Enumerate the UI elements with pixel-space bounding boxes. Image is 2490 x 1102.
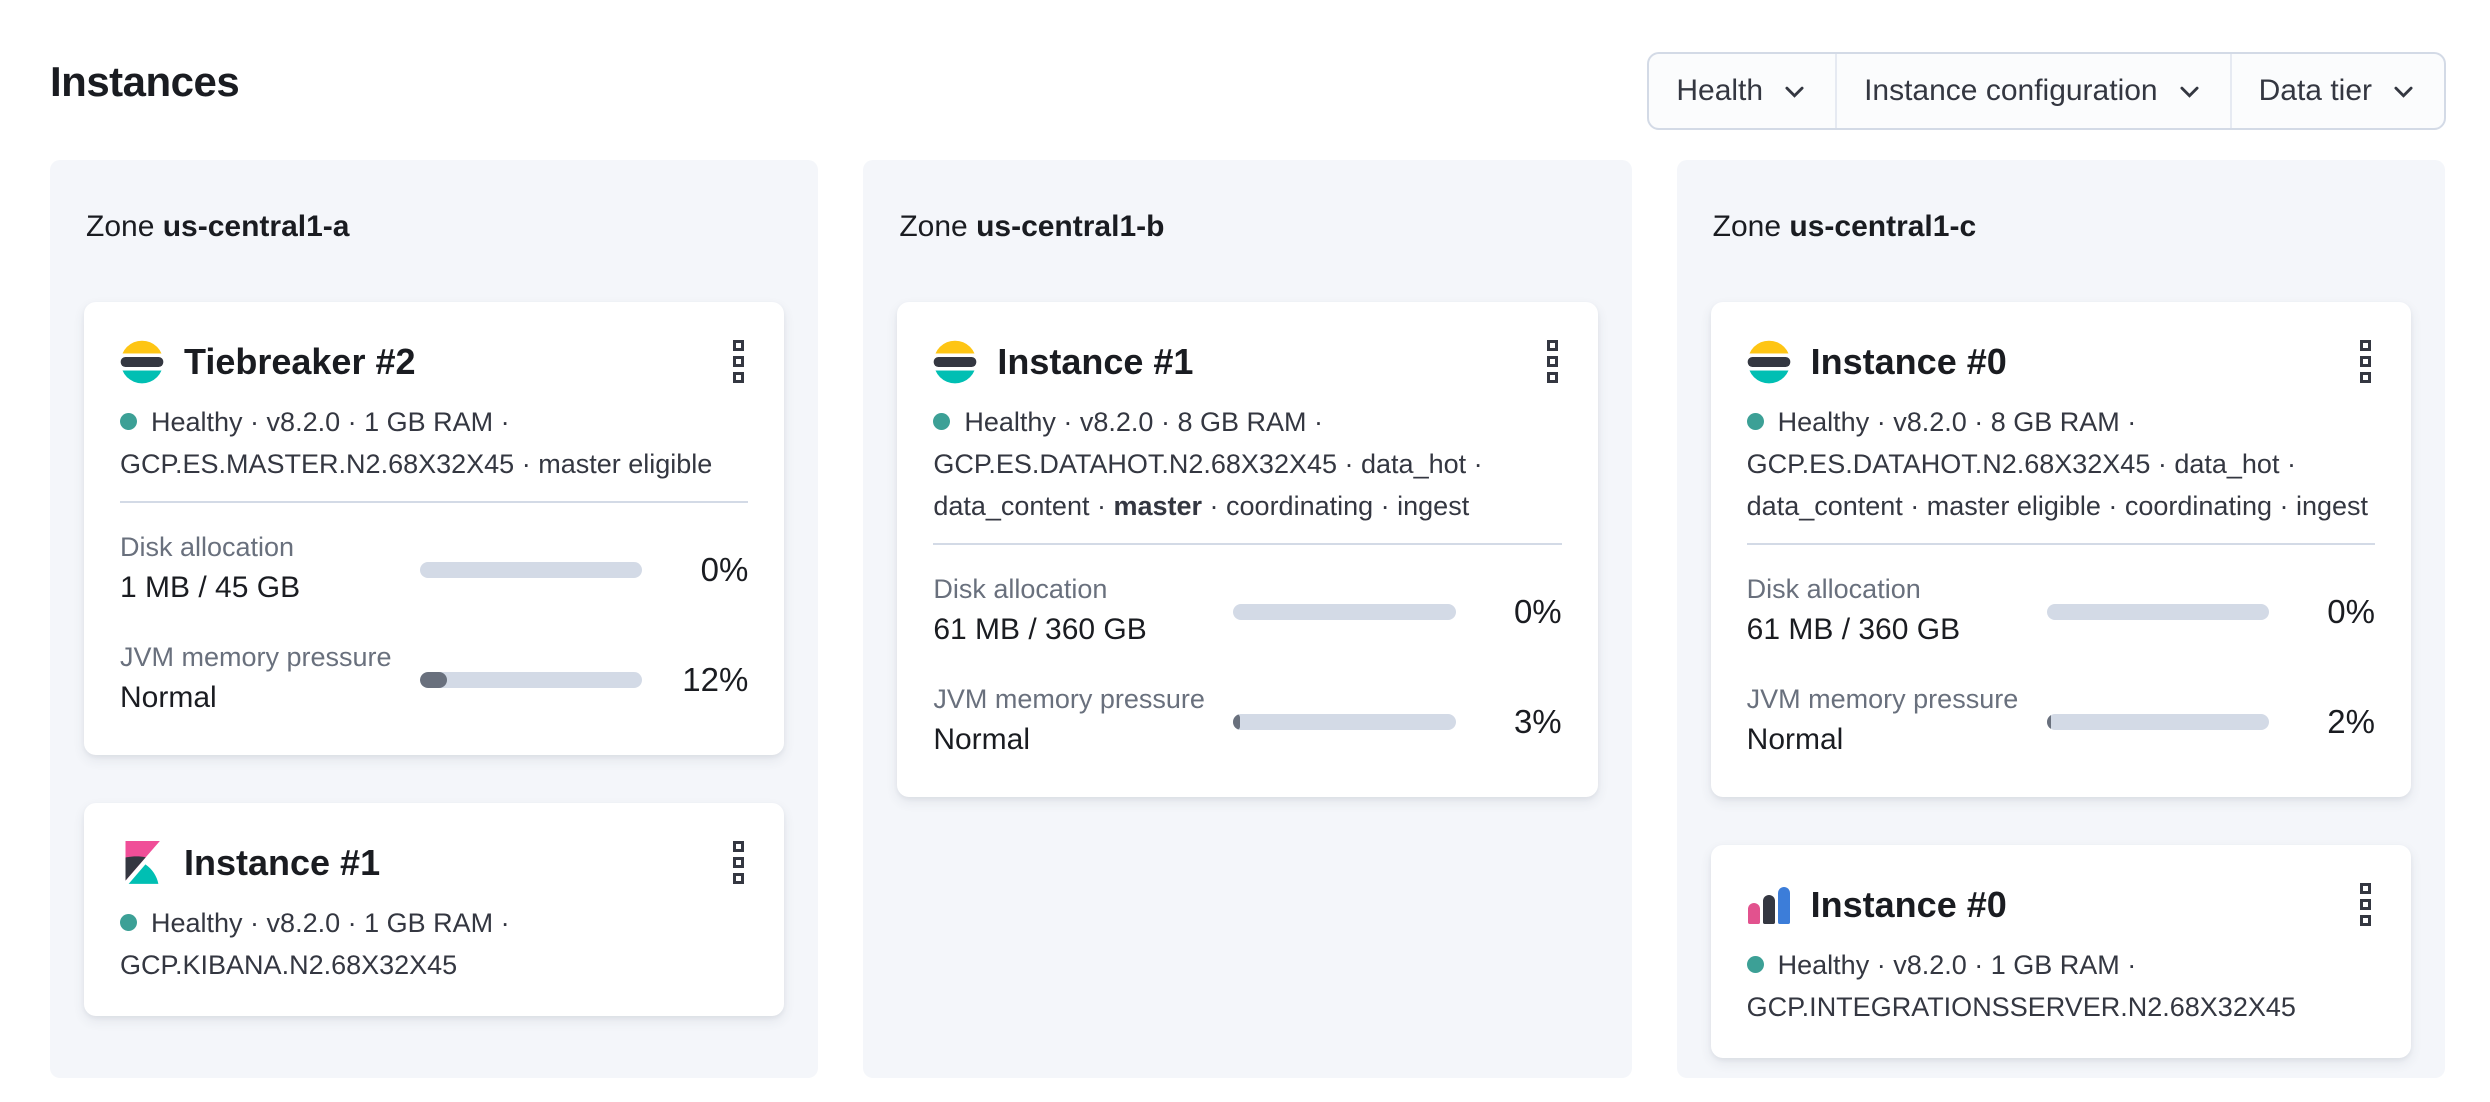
zone-label: Zone us-central1-b xyxy=(899,206,1597,248)
metric-value: 61 MB / 360 GB xyxy=(1746,613,1961,646)
chevron-down-icon xyxy=(2180,86,2199,97)
jvm-pressure-bar xyxy=(2046,714,2269,730)
health-dot xyxy=(1746,956,1764,973)
page-title: Instances xyxy=(50,58,240,105)
metric-percent: 12% xyxy=(682,661,749,698)
zone-label-prefix: Zone xyxy=(1712,210,1782,243)
card-divider xyxy=(120,501,749,503)
filter-health[interactable]: Health xyxy=(1649,54,1835,128)
instance-meta: Healthy · v8.2.0 · 8 GB RAM · GCP.ES.DAT… xyxy=(1746,407,2369,521)
metric-percent: 0% xyxy=(2327,593,2375,630)
zone-panel-us-central1-c: Zone us-central1-c Instance #0 Healthy ·… xyxy=(1676,160,2445,1078)
elasticsearch-logo-icon xyxy=(120,340,164,384)
disk-allocation-row: Disk allocation 61 MB / 360 GB 0% xyxy=(933,571,1561,653)
metric-label: JVM memory pressure xyxy=(120,642,392,672)
metric-percent: 0% xyxy=(700,551,749,588)
integrations-server-logo-icon xyxy=(1747,883,1791,927)
zones-row: Zone us-central1-a Tiebreaker #2 Healthy… xyxy=(50,160,2445,1078)
instance-card: Instance #0 Healthy · v8.2.0 · 1 GB RAM … xyxy=(1710,845,2411,1058)
disk-allocation-bar xyxy=(1233,604,1456,620)
health-dot xyxy=(120,914,137,931)
zone-name: us-central1-c xyxy=(1789,210,1977,243)
instance-title: Instance #0 xyxy=(1810,883,2007,925)
filter-data-tier[interactable]: Data tier xyxy=(2229,54,2444,128)
instance-card: Instance #0 Healthy · v8.2.0 · 8 GB RAM … xyxy=(1710,302,2411,797)
metric-label: JVM memory pressure xyxy=(1746,684,2019,714)
metric-bar-fill xyxy=(420,672,447,688)
chevron-down-icon xyxy=(1785,86,1804,97)
disk-allocation-row: Disk allocation 61 MB / 360 GB 0% xyxy=(1747,571,2375,653)
metric-percent: 3% xyxy=(1513,703,1562,740)
instance-title: Instance #1 xyxy=(997,340,1194,382)
filter-group: Health Instance configuration Data tier xyxy=(1647,52,2446,130)
instance-title: Instance #1 xyxy=(184,841,381,883)
elasticsearch-logo-icon xyxy=(933,340,977,384)
instance-card: Tiebreaker #2 Healthy · v8.2.0 · 1 GB RA… xyxy=(84,302,785,755)
instance-actions-button[interactable] xyxy=(2356,879,2375,930)
instance-actions-button[interactable] xyxy=(1543,336,1562,387)
zone-panel-us-central1-b: Zone us-central1-b Instance #1 Healthy ·… xyxy=(863,160,1632,1078)
zone-label: Zone us-central1-c xyxy=(1713,206,2411,248)
instance-card: Instance #1 Healthy · v8.2.0 · 1 GB RAM … xyxy=(84,803,785,1016)
jvm-pressure-bar xyxy=(420,672,643,688)
metric-label: JVM memory pressure xyxy=(933,684,1205,714)
card-divider xyxy=(933,543,1562,545)
zone-name: us-central1-b xyxy=(976,210,1165,243)
kibana-logo-icon xyxy=(125,840,160,884)
filter-instance-configuration[interactable]: Instance configuration xyxy=(1835,54,2230,128)
zone-label: Zone us-central1-a xyxy=(86,206,784,248)
zone-label-prefix: Zone xyxy=(86,210,155,243)
metric-bar-fill xyxy=(2046,714,2052,730)
metric-label: Disk allocation xyxy=(1746,574,1921,604)
instance-meta: Healthy · v8.2.0 · 8 GB RAM · GCP.ES.DAT… xyxy=(933,407,1483,521)
filter-data-tier-label: Data tier xyxy=(2258,74,2372,107)
metric-value: 1 MB / 45 GB xyxy=(120,571,301,604)
instance-title: Tiebreaker #2 xyxy=(184,340,416,382)
health-dot xyxy=(120,413,137,430)
filter-instance-configuration-label: Instance configuration xyxy=(1864,74,2158,107)
jvm-pressure-row: JVM memory pressure Normal 12% xyxy=(120,639,748,721)
metric-percent: 2% xyxy=(2327,703,2375,740)
filter-health-label: Health xyxy=(1676,74,1764,107)
instance-title: Instance #0 xyxy=(1810,340,2007,382)
health-dot xyxy=(1746,413,1764,430)
instance-actions-button[interactable] xyxy=(2356,336,2375,387)
zone-panel-us-central1-a: Zone us-central1-a Tiebreaker #2 Healthy… xyxy=(50,160,819,1078)
health-dot xyxy=(933,413,951,430)
metric-label: Disk allocation xyxy=(120,532,295,562)
elasticsearch-logo-icon xyxy=(1747,340,1791,384)
jvm-pressure-row: JVM memory pressure Normal 2% xyxy=(1747,681,2375,763)
metric-value: Normal xyxy=(1746,723,1844,756)
metric-value: Normal xyxy=(933,723,1031,756)
instance-card: Instance #1 Healthy · v8.2.0 · 8 GB RAM … xyxy=(897,302,1598,797)
chevron-down-icon xyxy=(2394,86,2413,97)
metric-label: Disk allocation xyxy=(933,574,1108,604)
disk-allocation-bar xyxy=(2046,604,2269,620)
card-divider xyxy=(1746,543,2375,545)
zone-label-prefix: Zone xyxy=(899,210,968,243)
jvm-pressure-row: JVM memory pressure Normal 3% xyxy=(933,681,1561,763)
metric-value: Normal xyxy=(120,681,217,714)
instance-meta: Healthy · v8.2.0 · 1 GB RAM · GCP.KIBANA… xyxy=(120,908,510,980)
page-header: Instances Health Instance configuration … xyxy=(0,0,2490,160)
metric-value: 61 MB / 360 GB xyxy=(933,613,1147,646)
metric-percent: 0% xyxy=(1513,593,1562,630)
zone-name: us-central1-a xyxy=(162,210,350,243)
instance-meta: Healthy · v8.2.0 · 1 GB RAM · GCP.ES.MAS… xyxy=(120,407,713,479)
jvm-pressure-bar xyxy=(1233,714,1456,730)
instance-meta: Healthy · v8.2.0 · 1 GB RAM · GCP.INTEGR… xyxy=(1746,950,2296,1022)
metric-bar-fill xyxy=(1233,714,1240,730)
instance-actions-button[interactable] xyxy=(729,837,748,888)
disk-allocation-row: Disk allocation 1 MB / 45 GB 0% xyxy=(120,529,748,611)
disk-allocation-bar xyxy=(420,562,643,578)
instance-actions-button[interactable] xyxy=(729,336,748,387)
